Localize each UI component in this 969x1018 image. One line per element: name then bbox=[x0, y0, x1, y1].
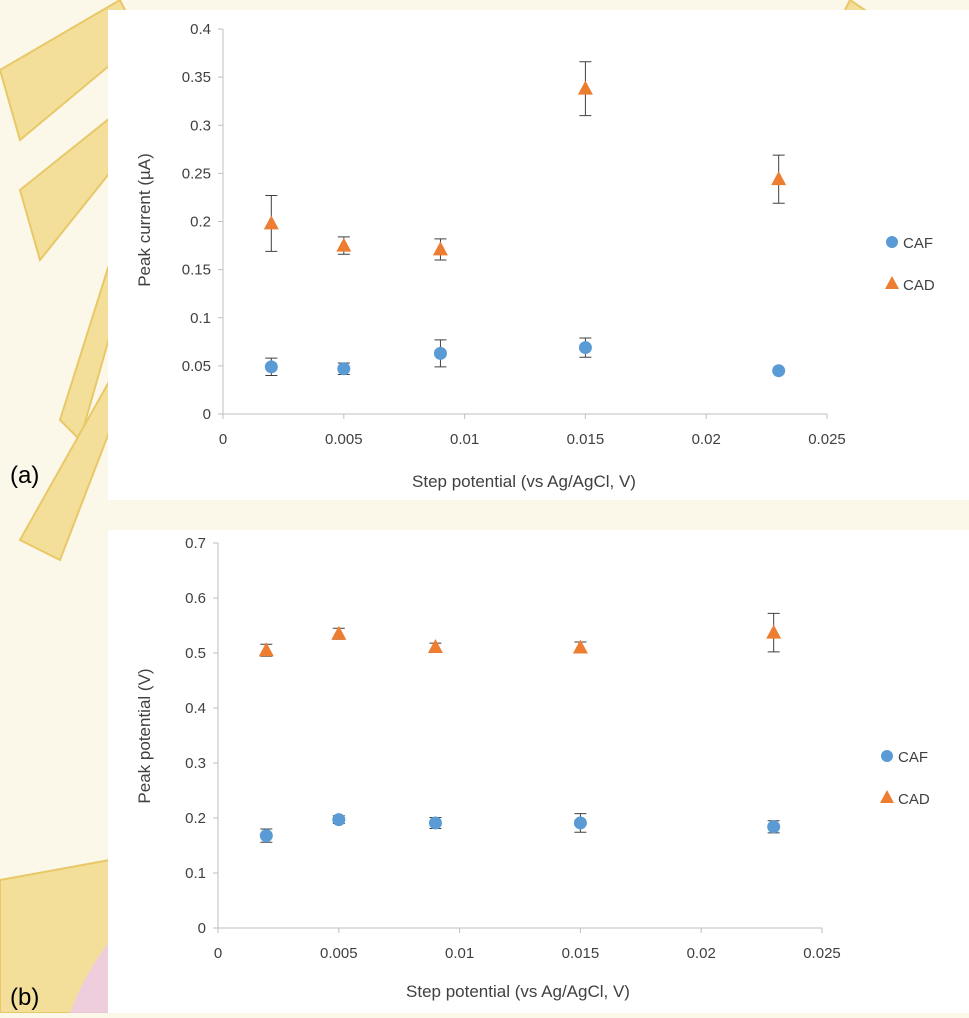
y-axis-label: Peak current (µA) bbox=[135, 153, 154, 287]
y-tick-label: 0.5 bbox=[185, 645, 206, 662]
x-tick-label: 0.02 bbox=[692, 431, 721, 448]
y-tick-label: 0.15 bbox=[182, 262, 211, 279]
x-tick-label: 0 bbox=[219, 431, 227, 448]
x-tick-label: 0.015 bbox=[562, 945, 600, 962]
x-tick-label: 0.025 bbox=[803, 945, 841, 962]
data-point-caf bbox=[772, 364, 786, 378]
legend-label-caf: CAF bbox=[898, 749, 928, 766]
chart-b: 0 0.1 0.2 0.3 0.4 0.5 0.6 0.7 0 0.005 0.01 0.015 0.… bbox=[135, 535, 930, 1001]
y-tick-label: 0.7 bbox=[185, 535, 206, 552]
data-point-cad bbox=[766, 624, 782, 639]
legend-label-caf: CAF bbox=[903, 235, 933, 252]
y-tick-label: 0.2 bbox=[185, 810, 206, 827]
x-tick-label: 0.005 bbox=[320, 945, 358, 962]
legend: CAF CAD bbox=[885, 235, 935, 294]
x-tick-label: 0.015 bbox=[567, 431, 605, 448]
chart-a: 0 0.05 0.1 0.15 0.2 0.25 0.3 0.35 0.4 0 0.005 0.01… bbox=[135, 21, 935, 491]
y-tick-label: 0.2 bbox=[190, 214, 211, 231]
data-point-caf bbox=[433, 346, 447, 360]
data-point-cad bbox=[336, 237, 352, 252]
panel-label-a: (a) bbox=[10, 462, 40, 489]
data-point-caf bbox=[428, 816, 442, 830]
x-tick-label: 0.02 bbox=[687, 945, 716, 962]
y-tick-label: 0.6 bbox=[185, 590, 206, 607]
legend-marker-caf bbox=[886, 236, 898, 248]
y-tick-label: 0.3 bbox=[185, 755, 206, 772]
x-tick-label: 0.01 bbox=[445, 945, 474, 962]
legend-marker-cad bbox=[880, 790, 894, 803]
x-axis-label: Step potential (vs Ag/AgCl, V) bbox=[412, 472, 636, 491]
panel-label-b: (b) bbox=[10, 984, 40, 1011]
y-tick-label: 0.1 bbox=[190, 310, 211, 327]
y-tick-label: 0.1 bbox=[185, 865, 206, 882]
y-tick-label: 0 bbox=[203, 406, 211, 423]
data-point-caf bbox=[573, 816, 587, 830]
x-axis-label: Step potential (vs Ag/AgCl, V) bbox=[406, 982, 630, 1001]
data-point-cad bbox=[258, 642, 274, 657]
legend-label-cad: CAD bbox=[898, 791, 930, 808]
data-point-caf bbox=[264, 360, 278, 374]
data-point-cad bbox=[577, 80, 593, 95]
y-tick-label: 0.4 bbox=[185, 700, 206, 717]
chart-panel-a: 0 0.05 0.1 0.15 0.2 0.25 0.3 0.35 0.4 0 0.005 0.01… bbox=[108, 10, 969, 500]
data-point-caf bbox=[337, 362, 351, 376]
data-point-cad bbox=[432, 241, 448, 256]
x-tick-label: 0.025 bbox=[808, 431, 846, 448]
data-point-cad bbox=[427, 638, 443, 653]
x-tick-label: 0 bbox=[214, 945, 222, 962]
y-tick-label: 0.25 bbox=[182, 165, 211, 182]
data-point-cad bbox=[771, 171, 787, 186]
data-point-cad bbox=[572, 639, 588, 654]
chart-panel-b: 0 0.1 0.2 0.3 0.4 0.5 0.6 0.7 0 0.005 0.01 0.015 0.… bbox=[108, 530, 969, 1013]
data-point-cad bbox=[331, 625, 347, 640]
data-point-caf bbox=[578, 341, 592, 355]
legend: CAF CAD bbox=[880, 749, 930, 808]
y-tick-label: 0.05 bbox=[182, 358, 211, 375]
y-axis-label: Peak potential (V) bbox=[135, 668, 154, 803]
y-tick-label: 0.35 bbox=[182, 69, 211, 86]
data-point-caf bbox=[259, 829, 273, 843]
x-tick-label: 0.005 bbox=[325, 431, 363, 448]
data-point-caf bbox=[332, 813, 346, 827]
legend-marker-caf bbox=[881, 750, 893, 762]
y-tick-label: 0.4 bbox=[190, 21, 211, 38]
legend-marker-cad bbox=[885, 276, 899, 289]
legend-label-cad: CAD bbox=[903, 277, 935, 294]
data-point-cad bbox=[263, 215, 279, 230]
y-tick-label: 0 bbox=[198, 920, 206, 937]
y-tick-label: 0.3 bbox=[190, 117, 211, 134]
x-tick-label: 0.01 bbox=[450, 431, 479, 448]
data-point-caf bbox=[767, 820, 781, 834]
